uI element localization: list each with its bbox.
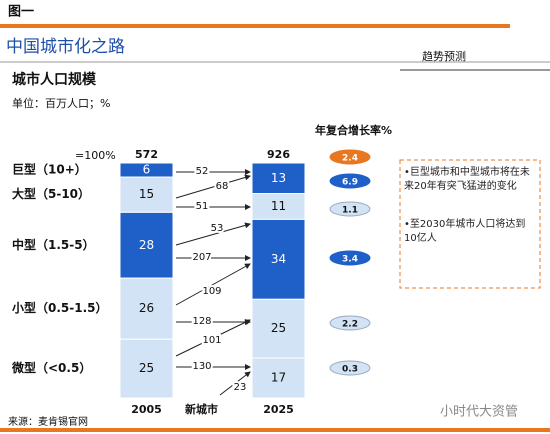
growth-label: 2.4	[342, 154, 358, 164]
watermark: 小时代大资管	[440, 405, 518, 420]
tag: 趋势预测	[422, 50, 466, 63]
flow-label: 207	[192, 252, 211, 263]
legend-label: 小型（0.5-1.5）	[12, 300, 108, 315]
flow-label: 68	[216, 181, 229, 192]
total-label: =100%	[75, 149, 116, 162]
segment-label: 6	[143, 163, 151, 177]
flow-label: 101	[202, 335, 221, 346]
bar-segment	[251, 193, 306, 220]
flow-label: 53	[211, 223, 224, 234]
flow-arrow	[175, 174, 251, 199]
legend-label: 巨型（10+）	[12, 162, 87, 177]
x-tick-label: 2025	[263, 403, 294, 416]
growth-oval	[329, 315, 371, 331]
flow-label: 52	[196, 166, 209, 177]
bar-segment	[119, 277, 174, 340]
note: •巨型城市和中型城市将在未来20年有突飞猛进的变化	[404, 167, 530, 192]
segment-label: 13	[271, 171, 286, 185]
bar-segment	[119, 211, 174, 279]
segment-label: 15	[139, 187, 154, 201]
subtitle: 城市人口规模	[12, 71, 97, 88]
flow-label: 51	[196, 201, 209, 212]
note: •至2030年城市人口将达到10亿人	[404, 219, 526, 244]
growth-oval	[329, 201, 371, 217]
flow-arrow	[175, 263, 251, 306]
segment-label: 17	[271, 371, 286, 385]
flow-label: 130	[192, 361, 211, 372]
segment-label: 11	[271, 199, 286, 213]
bar-segment	[119, 176, 174, 213]
growth-label: 0.3	[342, 365, 358, 375]
flow-arrow	[175, 319, 251, 357]
header: 图一	[8, 5, 34, 20]
bar-segment	[251, 357, 306, 399]
growth-title: 年复合增长率%	[315, 123, 392, 137]
note-box	[399, 159, 541, 289]
segment-label: 26	[139, 301, 154, 315]
total: 572	[135, 148, 158, 161]
growth-label: 1.1	[342, 206, 358, 216]
header-rule	[0, 24, 510, 28]
growth-oval	[329, 250, 371, 266]
unit: 单位：百万人口；%	[12, 96, 110, 110]
growth-label: 2.2	[342, 320, 358, 330]
legend-label: 中型（1.5-5）	[12, 237, 95, 252]
flow-label: 109	[202, 286, 221, 297]
x-tick-label: 2005	[131, 403, 162, 416]
bar-segment	[251, 162, 306, 195]
growth-oval	[329, 149, 371, 165]
growth-oval	[329, 360, 371, 376]
growth-label: 3.4	[342, 255, 358, 265]
bar-segment	[119, 338, 174, 399]
segment-label: 25	[139, 361, 154, 375]
growth-label: 6.9	[342, 178, 358, 188]
growth-oval	[329, 173, 371, 189]
segment-label: 25	[271, 321, 286, 335]
total: 926	[267, 148, 290, 161]
flow-arrow	[219, 371, 251, 396]
flow-arrow	[175, 222, 251, 246]
segment-label: 34	[271, 252, 286, 266]
legend-label: 大型（5-10）	[12, 186, 90, 201]
flow-label: 128	[192, 316, 211, 327]
segment-label: 28	[139, 238, 154, 252]
flow-label: 23	[234, 382, 247, 393]
legend-label: 微型（<0.5）	[11, 360, 91, 375]
title: 中国城市化之路	[6, 37, 125, 57]
new-city-label: 新城市	[185, 402, 218, 416]
source: 来源：麦肯锡官网	[8, 415, 88, 428]
footer-rule	[0, 428, 550, 432]
